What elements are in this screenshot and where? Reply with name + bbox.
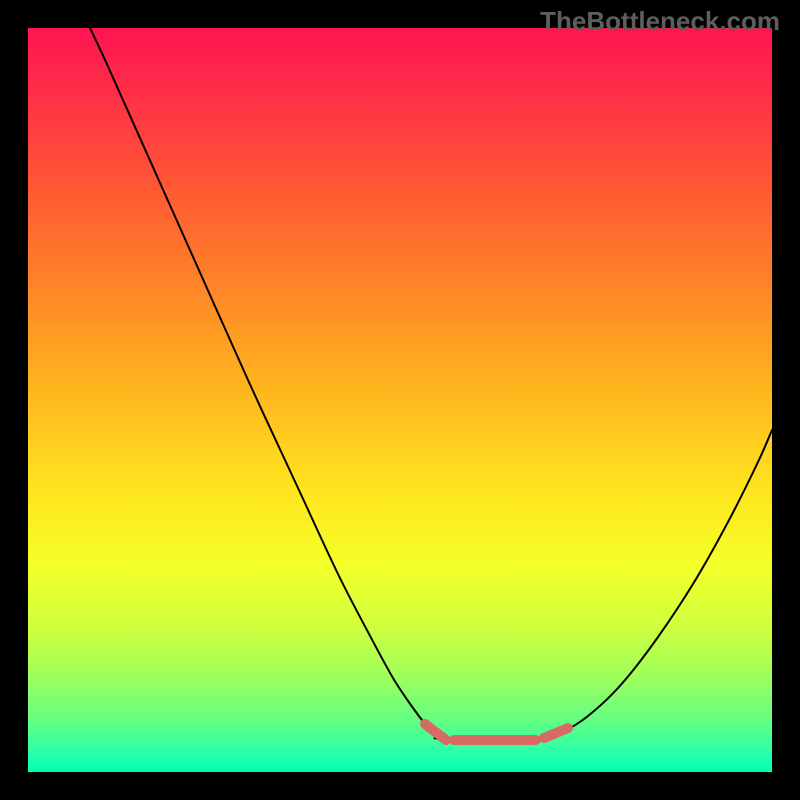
optimal-zone-highlight-2 xyxy=(544,728,568,738)
watermark-text: TheBottleneck.com xyxy=(540,6,780,37)
plot-area xyxy=(28,28,772,772)
bottleneck-curve xyxy=(90,28,772,739)
curve-layer xyxy=(28,28,772,772)
optimal-zone-highlight-0 xyxy=(425,724,446,740)
chart-container: TheBottleneck.com xyxy=(0,0,800,800)
